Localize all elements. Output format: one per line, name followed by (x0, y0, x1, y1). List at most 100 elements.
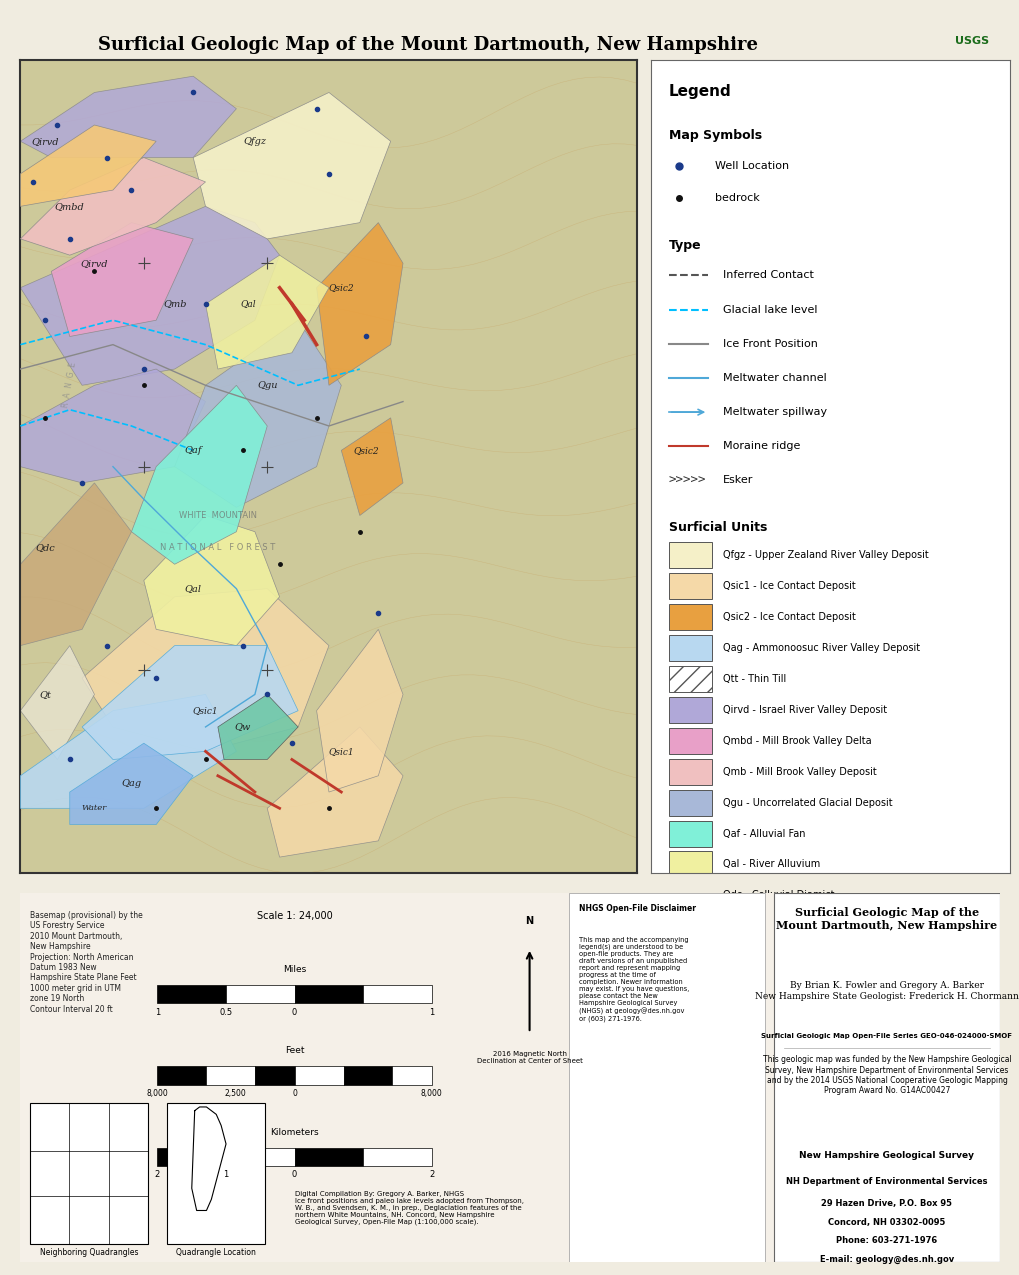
Bar (668, 574, 711, 599)
Text: Qag: Qag (121, 779, 142, 788)
Text: Qirvd: Qirvd (81, 259, 108, 268)
Text: Type: Type (668, 238, 701, 252)
Polygon shape (69, 743, 193, 825)
Polygon shape (20, 368, 206, 483)
Bar (167, 1103, 265, 1244)
Text: Qaf - Alluvial Fan: Qaf - Alluvial Fan (721, 829, 804, 839)
Polygon shape (20, 60, 637, 873)
Bar (668, 604, 711, 630)
Text: Glacial lake level: Glacial lake level (721, 305, 816, 315)
Text: Esker: Esker (721, 476, 752, 486)
Bar (226, 1148, 294, 1167)
Text: USGS: USGS (955, 36, 988, 46)
Bar (668, 821, 711, 847)
Text: Qtt - Thin Till: Qtt - Thin Till (721, 674, 785, 683)
Bar (668, 728, 711, 754)
Text: 2,500: 2,500 (225, 1089, 247, 1098)
Text: Scale 1: 24,000: Scale 1: 24,000 (257, 910, 332, 921)
Text: NH Department of Environmental Services: NH Department of Environmental Services (786, 1177, 986, 1186)
Text: Meltwater channel: Meltwater channel (721, 374, 825, 382)
Text: Water: Water (82, 805, 107, 812)
Polygon shape (193, 93, 390, 238)
Text: Qsic2: Qsic2 (353, 446, 378, 455)
Text: Basemap (provisional) by the
US Forestry Service
2010 Mount Dartmouth,
New Hamps: Basemap (provisional) by the US Forestry… (31, 910, 143, 1014)
Bar (226, 984, 294, 1003)
Polygon shape (20, 158, 206, 255)
Text: Surficial Geologic Map Open-File Series GEO-046-024000-SMOF: Surficial Geologic Map Open-File Series … (761, 1033, 1012, 1039)
Text: 2: 2 (155, 1170, 160, 1179)
Bar (157, 984, 226, 1003)
Text: Qsic2 - Ice Contact Deposit: Qsic2 - Ice Contact Deposit (721, 612, 855, 622)
Text: N A T I O N A L   F O R E S T: N A T I O N A L F O R E S T (160, 543, 275, 552)
Text: 1: 1 (155, 1007, 160, 1016)
Bar (363, 984, 431, 1003)
Text: Concord, NH 03302-0095: Concord, NH 03302-0095 (827, 1218, 945, 1227)
Bar (157, 1148, 226, 1167)
Text: Moraine ridge: Moraine ridge (721, 441, 799, 451)
Text: bedrock: bedrock (714, 194, 759, 203)
Text: E-mail: geology@des.nh.gov: E-mail: geology@des.nh.gov (819, 1255, 953, 1264)
Text: This geologic map was funded by the New Hampshire Geological
Survey, New Hampshi: This geologic map was funded by the New … (762, 1056, 1011, 1095)
Text: Qfgz: Qfgz (244, 136, 266, 145)
Text: Surficial Geologic Map of the Mount Dartmouth, New Hampshire: Surficial Geologic Map of the Mount Dart… (98, 36, 758, 54)
Text: Qmb: Qmb (163, 300, 186, 309)
Text: This map and the accompanying
legend(s) are understood to be
open-file products.: This map and the accompanying legend(s) … (578, 937, 688, 1023)
Text: Qmb - Mill Brook Valley Deposit: Qmb - Mill Brook Valley Deposit (721, 766, 875, 776)
Bar (668, 975, 711, 1001)
Text: Qsic2: Qsic2 (328, 283, 354, 292)
Text: Qmbd - Mill Brook Valley Delta: Qmbd - Mill Brook Valley Delta (721, 736, 870, 746)
Polygon shape (174, 320, 341, 507)
Text: Surficial Geologic Map of the
Mount Dartmouth, New Hampshire: Surficial Geologic Map of the Mount Dart… (775, 908, 997, 931)
Text: Map Symbols: Map Symbols (668, 129, 761, 142)
Text: Inferred Contact: Inferred Contact (721, 270, 812, 280)
Bar (668, 697, 711, 723)
Text: Legend: Legend (668, 84, 731, 99)
Polygon shape (20, 125, 156, 207)
Bar (668, 759, 711, 784)
Bar (294, 1066, 343, 1085)
Polygon shape (341, 418, 403, 515)
Text: R  A  N  G  E: R A N G E (61, 362, 78, 409)
Bar (668, 1006, 711, 1031)
Text: Qirvd - Israel River Valley Deposit: Qirvd - Israel River Valley Deposit (721, 705, 886, 715)
Bar (773, 892, 999, 1262)
Text: Water: Water (721, 983, 751, 993)
Bar (206, 1066, 255, 1085)
Text: 1: 1 (429, 1007, 434, 1016)
Bar (668, 542, 711, 569)
Polygon shape (316, 223, 403, 385)
Text: Qsic1: Qsic1 (193, 706, 218, 715)
Text: Qw - Wetland: Qw - Wetland (721, 952, 787, 963)
Bar (157, 1066, 206, 1085)
Polygon shape (218, 695, 298, 760)
Text: Meltwater spillway: Meltwater spillway (721, 407, 825, 417)
Text: Qdc: Qdc (36, 543, 55, 552)
Bar (668, 852, 711, 877)
Polygon shape (20, 695, 236, 808)
Text: Qirvd: Qirvd (32, 136, 59, 145)
Text: Qgu: Qgu (257, 381, 277, 390)
Text: New Hampshire Geological Survey: New Hampshire Geological Survey (799, 1151, 973, 1160)
Text: N: N (525, 915, 533, 926)
Bar (668, 789, 711, 816)
Text: Neighboring Quadrangles: Neighboring Quadrangles (40, 1248, 138, 1257)
Text: Qfgz - Upper Zealand River Valley Deposit: Qfgz - Upper Zealand River Valley Deposi… (721, 551, 927, 560)
Text: 0: 0 (291, 1089, 297, 1098)
Text: 2016 Magnetic North
Declination at Center of Sheet: 2016 Magnetic North Declination at Cente… (476, 1052, 582, 1065)
Text: Ice Front Position: Ice Front Position (721, 339, 816, 349)
Bar (668, 666, 711, 692)
Text: Qmbd: Qmbd (55, 201, 85, 210)
Polygon shape (144, 515, 279, 645)
Text: By Brian K. Fowler and Gregory A. Barker
New Hampshire State Geologist: Frederic: By Brian K. Fowler and Gregory A. Barker… (754, 982, 1018, 1001)
Text: 0.5: 0.5 (219, 1007, 232, 1016)
Text: Qsic1: Qsic1 (328, 747, 354, 756)
Text: Digital Compilation By: Gregory A. Barker, NHGS
Ice front positions and paleo la: Digital Compilation By: Gregory A. Barke… (294, 1191, 523, 1225)
Bar (31, 1103, 148, 1244)
Text: Qt - Till: Qt - Till (721, 922, 757, 931)
Bar (255, 1066, 294, 1085)
Text: Surficial Units: Surficial Units (668, 521, 766, 534)
Text: 2: 2 (429, 1170, 434, 1179)
Text: 0: 0 (291, 1170, 297, 1179)
Text: Phone: 603-271-1976: Phone: 603-271-1976 (836, 1237, 936, 1246)
Polygon shape (316, 630, 403, 792)
